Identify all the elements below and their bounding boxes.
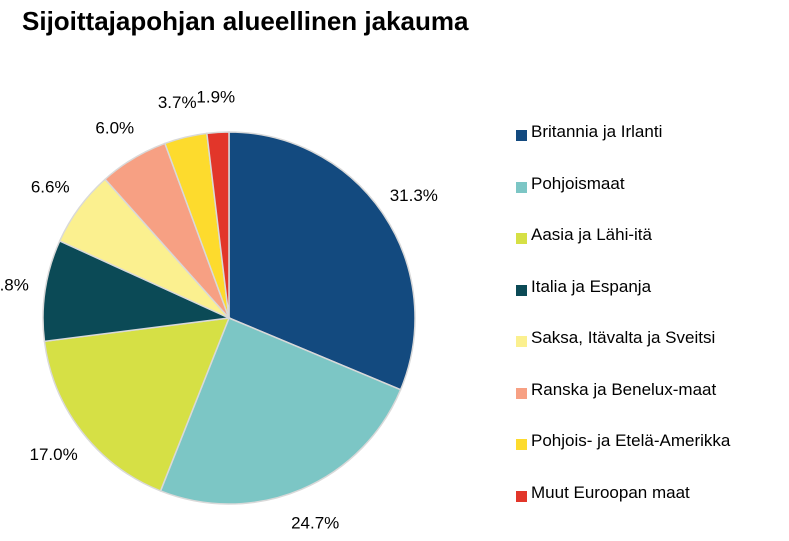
legend-label: Aasia ja Lähi-itä — [531, 225, 652, 244]
legend-label: Ranska ja Benelux-maat — [531, 379, 717, 399]
legend-item: Aasia ja Lähi-itä — [516, 223, 786, 275]
legend-swatch — [516, 490, 527, 502]
pie-slice — [43, 317, 231, 492]
legend-swatch — [516, 387, 527, 399]
legend-label: Pohjoismaat — [531, 173, 625, 193]
slice-data-label: 8.8% — [0, 276, 29, 295]
legend-label: Saksa, Itävalta ja Sveitsi — [531, 328, 716, 347]
slice-data-label: 31.3% — [390, 186, 438, 205]
legend-item: Muut Euroopan maat — [516, 481, 786, 533]
legend-swatch — [516, 439, 527, 450]
legend-label: Britannia ja Irlanti — [531, 122, 663, 141]
pie-slice — [42, 239, 232, 343]
legend: Britannia ja Irlanti Pohjoismaat Aasia ja … — [516, 120, 786, 532]
legend-item: Saksa, Itävalta ja Sveitsi — [516, 326, 786, 378]
legend-swatch — [516, 130, 527, 141]
slice-data-label: 6.0% — [95, 119, 134, 138]
legend-label: Italia ja Espanja — [531, 276, 652, 296]
legend-label: Muut Euroopan maat — [531, 482, 690, 502]
legend-swatch — [516, 233, 527, 244]
pie-slice — [206, 131, 230, 319]
slice-data-label: 1.9% — [196, 87, 235, 106]
slice-data-label: 24.7% — [291, 514, 339, 533]
legend-swatch — [516, 284, 527, 296]
slice-data-label: 3.7% — [158, 93, 197, 112]
legend-item: Pohjois- ja Etelä-Amerikka — [516, 429, 786, 481]
legend-label: Pohjois- ja Etelä-Amerikka — [531, 431, 731, 450]
legend-item: Italia ja Espanja — [516, 275, 786, 327]
legend-item: Pohjoismaat — [516, 172, 786, 224]
pie-slice — [159, 317, 402, 505]
slice-data-label: 17.0% — [29, 445, 77, 464]
slice-data-label: 6.6% — [31, 177, 70, 196]
legend-swatch — [516, 336, 527, 347]
legend-item: Ranska ja Benelux-maat — [516, 378, 786, 430]
legend-item: Britannia ja Irlanti — [516, 120, 786, 172]
chart-title: Sijoittajapohjan alueellinen jakauma — [22, 6, 469, 36]
pie-slice — [228, 131, 416, 391]
legend-swatch — [516, 181, 527, 193]
